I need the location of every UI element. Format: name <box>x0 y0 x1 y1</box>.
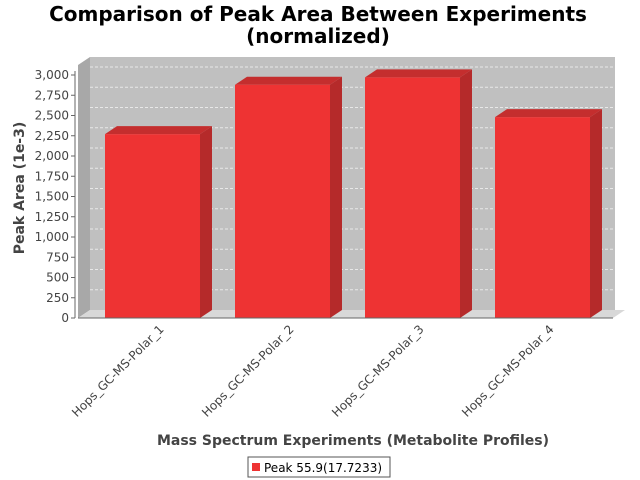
bar-top <box>105 126 212 135</box>
y-tick-label: 2,750 <box>35 88 69 102</box>
y-tick-label: 0 <box>61 311 69 325</box>
bars <box>105 69 602 319</box>
y-tick-label: 500 <box>46 271 69 285</box>
bar <box>365 69 472 319</box>
bar-front <box>105 134 200 318</box>
x-tick-label: Hops_GC-MS-Polar_3 <box>329 322 427 420</box>
y-tick-label: 3,000 <box>35 68 69 82</box>
bar-side <box>200 126 212 318</box>
y-tick-label: 2,500 <box>35 109 69 123</box>
y-tick-label: 1,250 <box>35 210 69 224</box>
x-tick-label: Hops_GC-MS-Polar_2 <box>199 322 297 420</box>
bar-front <box>365 77 460 319</box>
y-tick-label: 1,000 <box>35 230 69 244</box>
x-tick-label: Hops_GC-MS-Polar_4 <box>459 322 557 420</box>
y-tick-label: 1,750 <box>35 169 69 183</box>
y-tick-label: 250 <box>46 291 69 305</box>
legend: Peak 55.9(17.7233) <box>247 456 391 478</box>
y-tick-label: 2,250 <box>35 129 69 143</box>
bar <box>105 126 212 318</box>
bar-side <box>590 109 602 319</box>
y-tick-label: 2,000 <box>35 149 69 163</box>
legend-box <box>247 456 391 478</box>
bar-top <box>235 76 342 85</box>
plot-left-wall <box>78 57 90 318</box>
x-tick-label: Hops_GC-MS-Polar_1 <box>69 322 167 420</box>
x-axis: Hops_GC-MS-Polar_1 Hops_GC-MS-Polar_2 Hops… <box>69 317 613 420</box>
y-tick-label: 750 <box>46 250 69 264</box>
bar <box>495 109 602 319</box>
bar-side <box>330 76 342 318</box>
y-axis: 0 250 500 750 1,000 1,250 1,500 1,750 2,000 2,250… <box>35 68 76 325</box>
plot-floor <box>78 310 625 318</box>
bar-side <box>460 69 472 319</box>
bar-front <box>495 117 590 319</box>
bar-front <box>235 84 330 318</box>
legend-swatch <box>252 463 260 471</box>
bar <box>235 76 342 318</box>
bar-top <box>365 69 472 78</box>
y-axis-label: Peak Area (1e-3) <box>12 122 28 255</box>
x-axis-label: Mass Spectrum Experiments (Metabolite Pr… <box>157 433 549 449</box>
chart-title-line-1: Comparison of Peak Area Between Experime… <box>49 2 587 26</box>
legend-label: Peak 55.9(17.7233) <box>264 461 382 475</box>
bar-top <box>495 109 602 118</box>
y-tick-label: 1,500 <box>35 190 69 204</box>
chart-title-line-2: (normalized) <box>246 24 390 48</box>
